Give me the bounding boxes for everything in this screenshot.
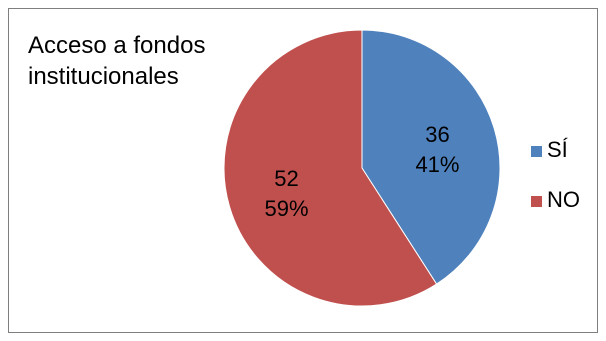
pie-slice-labels: 36 41% 52 59% xyxy=(265,122,460,221)
slice-percent-label-1: 59% xyxy=(265,196,309,221)
legend: SÍ NO xyxy=(531,137,580,212)
legend-label-1: NO xyxy=(547,187,580,212)
legend-swatch-0 xyxy=(531,146,542,157)
pie-slice-1 xyxy=(223,29,438,307)
legend-label-0: SÍ xyxy=(547,137,569,162)
chart-title: Acceso a fondos institucionales xyxy=(28,32,206,90)
slice-value-label-0: 36 xyxy=(425,122,449,147)
pie-slices xyxy=(223,29,501,307)
slice-value-label-1: 52 xyxy=(274,166,298,191)
pie-slice-0 xyxy=(361,29,501,285)
legend-swatch-1 xyxy=(531,196,542,207)
slice-percent-label-0: 41% xyxy=(415,152,459,177)
